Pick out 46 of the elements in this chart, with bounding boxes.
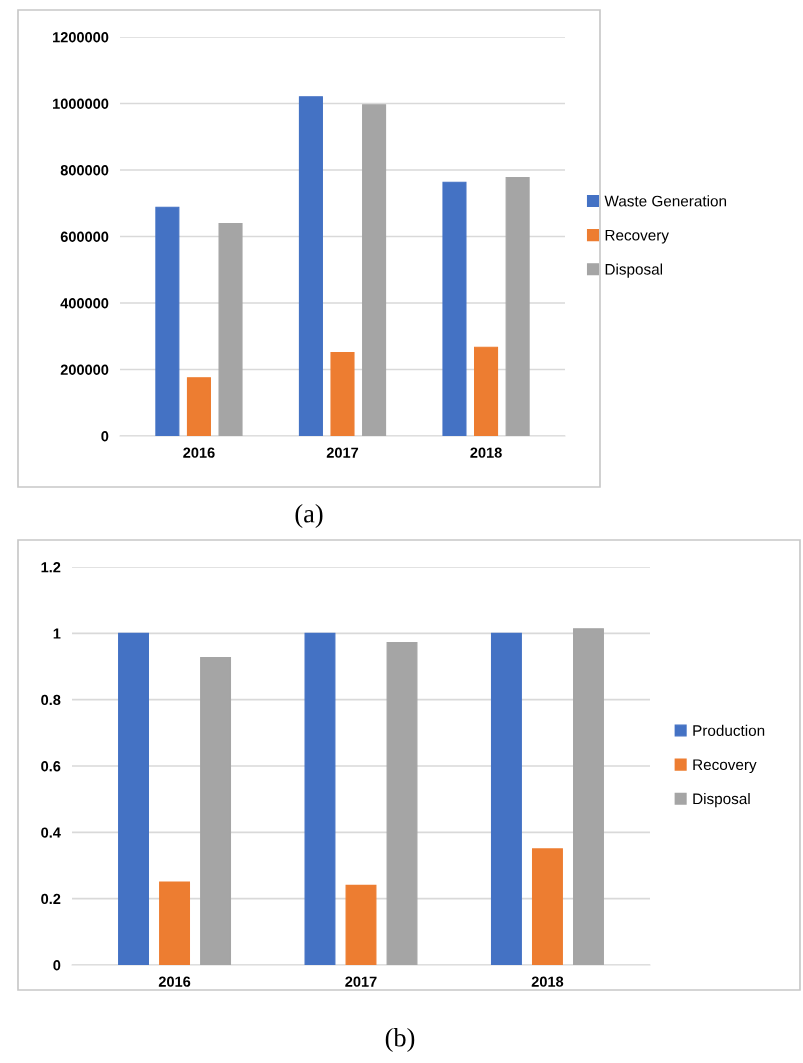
legend-label: Disposal [693,792,750,808]
bar [345,884,377,965]
x-tick-label: 2018 [470,447,502,458]
bar [159,881,191,965]
y-tick-label: 200000 [60,364,109,375]
y-tick-label: 600000 [60,231,109,242]
bar [490,632,522,965]
legend-label: Production [693,724,765,736]
bar [386,642,418,965]
bar [200,656,232,965]
y-tick-label: 0.8 [41,694,61,706]
bar [330,351,355,436]
y-tick-label: 800000 [60,165,109,176]
bar [442,181,467,436]
bar [531,848,563,965]
y-tick-label: 1 [53,628,61,639]
y-tick-label: 0 [101,431,109,442]
x-tick-label: 2017 [326,447,359,458]
x-tick-label: 2017 [345,976,377,987]
bar [572,628,604,965]
y-tick-label: 400000 [60,298,109,309]
y-tick-label: 0 [53,960,61,971]
legend-label: Waste Generation [604,195,727,207]
x-tick-label: 2018 [531,976,564,987]
bar [218,222,243,436]
text: (b) [385,1028,415,1052]
bar [298,96,323,436]
text: (a) [295,504,323,528]
y-tick-label: 0.6 [41,761,61,772]
x-tick-label: 2016 [183,447,215,458]
legend-label: Recovery [605,229,669,244]
bar [155,206,180,436]
bar [118,632,150,965]
y-tick-label: 1000000 [53,98,109,109]
bar [505,177,530,436]
legend-label: Disposal [605,263,663,278]
y-tick-label: 1200000 [53,32,109,43]
x-tick-label: 2016 [158,976,191,987]
y-tick-label: 1.2 [41,562,61,573]
bar [362,104,387,436]
y-tick-label: 0.4 [41,827,61,838]
legend-label: Recovery [693,759,757,774]
y-tick-label: 0.2 [41,893,61,905]
bar [304,632,336,965]
bar [474,346,499,436]
bar [186,377,211,436]
